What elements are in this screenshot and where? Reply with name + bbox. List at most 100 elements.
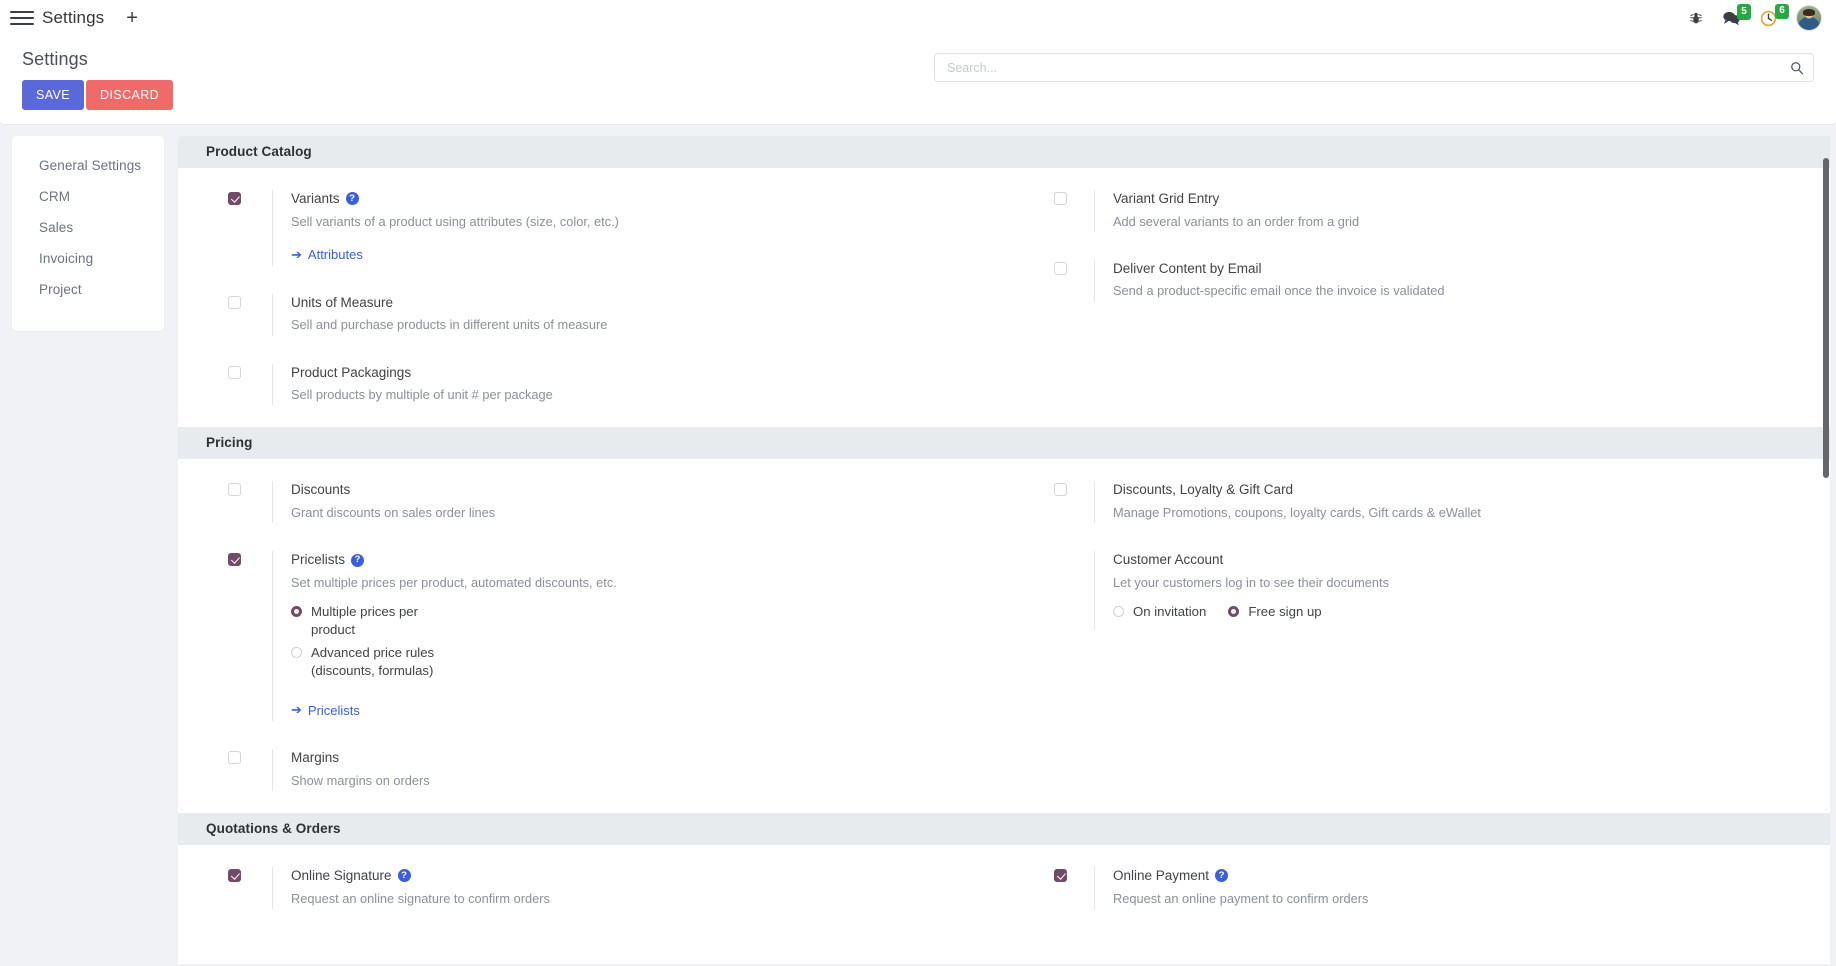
checkbox-cell [228,481,272,523]
settings-column-left: Variants? Sell variants of a product usin… [178,190,1004,409]
checkbox-cell [228,551,272,721]
checkbox-variant-grid-entry[interactable] [1054,192,1067,205]
setting-label-online-signature: Online Signature? [291,867,974,885]
navbar-systray: 5 6 [1689,3,1822,31]
setting-description: Request an online signature to confirm o… [291,890,550,906]
setting-description: Grant discounts on sales order lines [291,504,496,520]
radio-indicator[interactable] [291,606,302,618]
checkbox-units-of-measure[interactable] [228,295,241,309]
sidebar-item-invoicing[interactable]: Invoicing [39,251,94,266]
messages-menu-button[interactable]: 5 [1722,4,1751,26]
setting-label-online-payment: Online Payment? [1113,867,1800,885]
avatar[interactable] [1796,5,1822,31]
hamburger-menu-icon[interactable] [10,8,34,28]
section-body-quotations-orders: Online Signature? Request an online signa… [178,845,1830,931]
scrollbar-thumb[interactable] [1823,158,1829,478]
setting-label-discounts: Discounts [291,481,974,499]
activities-menu-button[interactable]: 6 [1760,3,1789,27]
setting-row-online-signature: Online Signature? Request an online signa… [228,867,974,909]
discard-button[interactable]: DISCARD [86,80,174,110]
internal-link-attributes[interactable]: ➔ Attributes [291,247,363,263]
search-input[interactable] [934,53,1814,82]
setting-row-units-of-measure: Units of Measure Sell and purchase produc… [228,293,974,336]
setting-label-variant-grid-entry: Variant Grid Entry [1113,190,1800,208]
setting-row-margins: Margins Show margins on orders [228,749,974,792]
internal-link-pricelists[interactable]: ➔ Pricelists [291,702,360,718]
setting-description: Add several variants to an order from a … [1113,213,1360,229]
settings-sidebar: General Settings CRM Sales Invoicing Pro… [12,136,164,331]
arrow-right-icon: ➔ [291,246,302,262]
setting-row-deliver-content-by-email: Deliver Content by Email Send a product-s… [1054,259,1800,302]
settings-column-right: Discounts, Loyalty & Gift Card Manage Pro… [1004,481,1830,795]
radio-option-free-sign-up[interactable]: Free sign up [1228,603,1322,621]
checkbox-margins[interactable] [228,751,241,765]
control-panel-buttons: SAVE DISCARD [22,80,174,110]
section-header-product-catalog: Product Catalog [178,136,1830,168]
checkbox-cell [1054,867,1094,909]
setting-label-text: Customer Account [1113,552,1224,568]
help-icon[interactable]: ? [1215,869,1229,883]
sidebar-item-crm[interactable]: CRM [39,189,71,204]
help-icon[interactable]: ? [351,553,365,567]
radio-option-on-invitation[interactable]: On invitation [1113,603,1206,621]
checkbox-deliver-content-by-email[interactable] [1054,261,1067,275]
checkbox-discounts[interactable] [228,483,241,497]
new-tab-plus-button[interactable]: + [126,7,138,29]
internal-link-label: Attributes [307,247,363,263]
sidebar-item-sales[interactable]: Sales [39,220,74,235]
radio-group-pricelists: Multiple prices per product Advanced pric… [291,603,974,679]
settings-sections: Product Catalog Variants? Sell variants of… [178,136,1830,964]
setting-body: Online Payment? Request an online payment… [1094,867,1800,909]
checkbox-cell [1054,260,1094,302]
radio-indicator[interactable] [291,647,302,659]
bug-icon[interactable] [1689,11,1703,26]
setting-label-text: Units of Measure [291,294,394,310]
setting-row-online-payment: Online Payment? Request an online payment… [1054,867,1800,909]
setting-body: Product Packagings Sell products by multi… [272,363,974,406]
setting-body: Units of Measure Sell and purchase produc… [272,293,974,336]
radio-indicator[interactable] [1228,606,1240,618]
help-icon[interactable]: ? [397,869,411,883]
setting-row-variant-grid-entry: Variant Grid Entry Add several variants t… [1054,190,1800,232]
checkbox-discounts-loyalty-gift-card[interactable] [1054,483,1067,497]
checkbox-cell [228,294,272,336]
checkbox-variants[interactable] [228,192,241,205]
setting-description: Sell variants of a product using attribu… [291,213,619,229]
checkbox-cell [228,867,272,909]
sidebar-item-project[interactable]: Project [39,282,82,297]
save-button[interactable]: SAVE [22,80,85,110]
radio-option-advanced-price-rules-discounts-formulas[interactable]: Advanced price rules (discounts, formula… [291,644,461,679]
checkbox-online-payment[interactable] [1054,869,1067,883]
radio-label: Advanced price rules (discounts, formula… [311,645,435,678]
checkbox-cell [228,749,272,791]
control-panel-left: Settings SAVE DISCARD [22,46,174,110]
setting-row-customer-account: Customer Account Let your customers log i… [1054,551,1800,629]
checkbox-online-signature[interactable] [228,869,241,883]
help-icon[interactable]: ? [345,192,359,206]
app-title[interactable]: Settings [42,8,105,27]
setting-row-product-packagings: Product Packagings Sell products by multi… [228,363,974,406]
setting-body: Discounts Grant discounts on sales order … [272,481,974,524]
radio-group-customer-account: On invitation Free sign up [1113,603,1800,627]
arrow-right-icon: ➔ [291,702,302,718]
checkbox-cell [1054,481,1094,523]
radio-label: Multiple prices per product [311,604,419,637]
checkbox-product-packagings[interactable] [228,365,241,379]
section-body-pricing: Discounts Grant discounts on sales order … [178,459,1830,813]
checkbox-pricelists[interactable] [228,553,241,567]
checkbox-cell [228,364,272,406]
settings-column-right: Online Payment? Request an online payment… [1004,867,1830,913]
radio-indicator[interactable] [1113,606,1124,618]
setting-body: Discounts, Loyalty & Gift Card Manage Pro… [1094,481,1800,524]
setting-body: Customer Account Let your customers log i… [1094,551,1800,629]
sidebar-item-general-settings[interactable]: General Settings [39,158,142,173]
setting-description: Request an online payment to confirm ord… [1113,890,1369,906]
setting-body: Variants? Sell variants of a product usin… [272,190,974,266]
setting-body: Online Signature? Request an online signa… [272,867,974,909]
setting-row-discounts: Discounts Grant discounts on sales order … [228,481,974,524]
radio-option-multiple-prices-per-product[interactable]: Multiple prices per product [291,603,461,638]
checkbox-cell [1054,190,1094,232]
vertical-scrollbar[interactable] [1822,136,1830,964]
messages-count-badge: 5 [1737,4,1751,20]
setting-body: Pricelists? Set multiple prices per produ… [272,551,974,722]
